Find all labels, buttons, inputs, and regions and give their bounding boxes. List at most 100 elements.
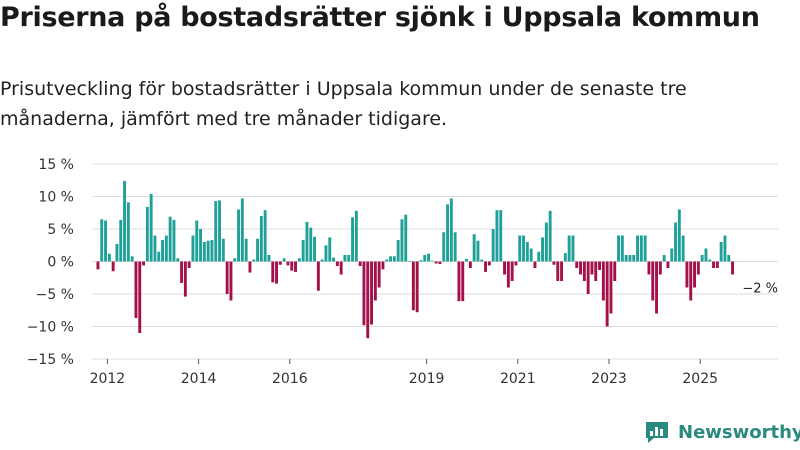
bar	[267, 255, 271, 262]
bar	[408, 260, 411, 262]
bar	[362, 261, 366, 326]
bar	[643, 235, 647, 262]
bar	[126, 202, 130, 262]
newsworthy-logo: Newsworthy	[644, 420, 800, 444]
bar	[176, 258, 180, 262]
x-tick-label: 2025	[682, 371, 718, 387]
bar	[639, 235, 643, 262]
bar	[187, 261, 191, 268]
bar	[271, 261, 275, 283]
bar	[138, 261, 142, 333]
bar	[237, 209, 240, 262]
bar	[252, 259, 256, 262]
bar	[647, 261, 651, 275]
bar	[172, 219, 176, 262]
x-tick-label: 2019	[409, 371, 445, 387]
bar	[446, 204, 449, 262]
bar	[571, 235, 575, 262]
x-tick-label: 2012	[90, 371, 126, 387]
bar	[96, 261, 100, 270]
bar	[685, 261, 689, 288]
bar	[628, 255, 632, 262]
bar	[282, 258, 286, 262]
bar	[332, 257, 335, 262]
bar	[115, 243, 119, 262]
brand-name: Newsworthy	[678, 421, 800, 443]
bar	[168, 216, 172, 262]
bar	[214, 201, 218, 262]
bar	[411, 261, 415, 311]
x-axis-ticks: 2012 2014 2016 2019 2021 2023 2025	[90, 359, 718, 387]
bar	[309, 227, 313, 262]
bar	[723, 235, 727, 262]
bar	[449, 198, 453, 262]
bar	[335, 261, 339, 267]
bar	[381, 261, 385, 270]
y-tick-label: 10 %	[38, 190, 74, 206]
bar	[347, 255, 351, 262]
bar	[503, 261, 506, 275]
bar	[442, 232, 446, 262]
bar	[499, 210, 503, 262]
bar	[529, 248, 533, 262]
y-tick-label: −5 %	[36, 287, 74, 303]
bar	[567, 235, 571, 262]
bar	[111, 261, 115, 272]
bar	[522, 235, 525, 262]
bar	[354, 210, 358, 262]
bar	[700, 255, 704, 262]
bar	[263, 210, 267, 262]
bar	[183, 261, 187, 297]
bar	[244, 238, 248, 262]
bar	[484, 261, 487, 272]
bar	[594, 261, 598, 281]
bar	[385, 259, 389, 262]
bar	[457, 261, 461, 302]
x-tick-label: 2023	[591, 371, 627, 387]
bar	[605, 261, 609, 327]
bar	[339, 261, 343, 275]
bar	[316, 261, 320, 291]
bar	[662, 255, 666, 262]
bar	[510, 261, 514, 281]
bar	[480, 259, 484, 262]
bar	[609, 261, 613, 314]
gridlines	[92, 163, 778, 360]
bar	[598, 261, 601, 270]
bar	[130, 256, 134, 262]
bar-chart: 15 %10 %5 %0 %−5 %−10 %−15 % 2012 2014 201…	[27, 157, 778, 387]
bar	[218, 200, 221, 262]
bar	[719, 242, 723, 262]
bar	[373, 261, 377, 301]
bar	[632, 255, 636, 262]
bar	[256, 238, 259, 262]
bar	[259, 216, 263, 262]
bar	[651, 261, 655, 301]
bar	[415, 261, 419, 313]
bar	[328, 237, 332, 262]
bar	[693, 261, 696, 288]
x-tick-label: 2016	[272, 371, 308, 387]
bar	[423, 255, 427, 262]
bar	[396, 240, 400, 262]
bar	[666, 261, 670, 268]
y-tick-label: −10 %	[27, 320, 74, 336]
bar	[658, 261, 662, 275]
bar	[472, 234, 476, 262]
bar	[677, 209, 681, 262]
bar	[206, 240, 210, 262]
bar	[164, 235, 168, 262]
y-tick-label: 0 %	[47, 255, 74, 271]
bar	[377, 261, 381, 288]
bar	[681, 235, 685, 262]
bar	[351, 217, 354, 262]
bar	[514, 261, 518, 266]
bar	[590, 261, 594, 275]
chart-title: Priserna på bostadsrätter sjönk i Uppsal…	[0, 2, 760, 33]
bar	[727, 255, 731, 262]
bar	[715, 261, 719, 268]
bar	[100, 219, 104, 262]
bar	[275, 261, 278, 284]
bar	[157, 251, 161, 262]
bar	[301, 240, 305, 262]
